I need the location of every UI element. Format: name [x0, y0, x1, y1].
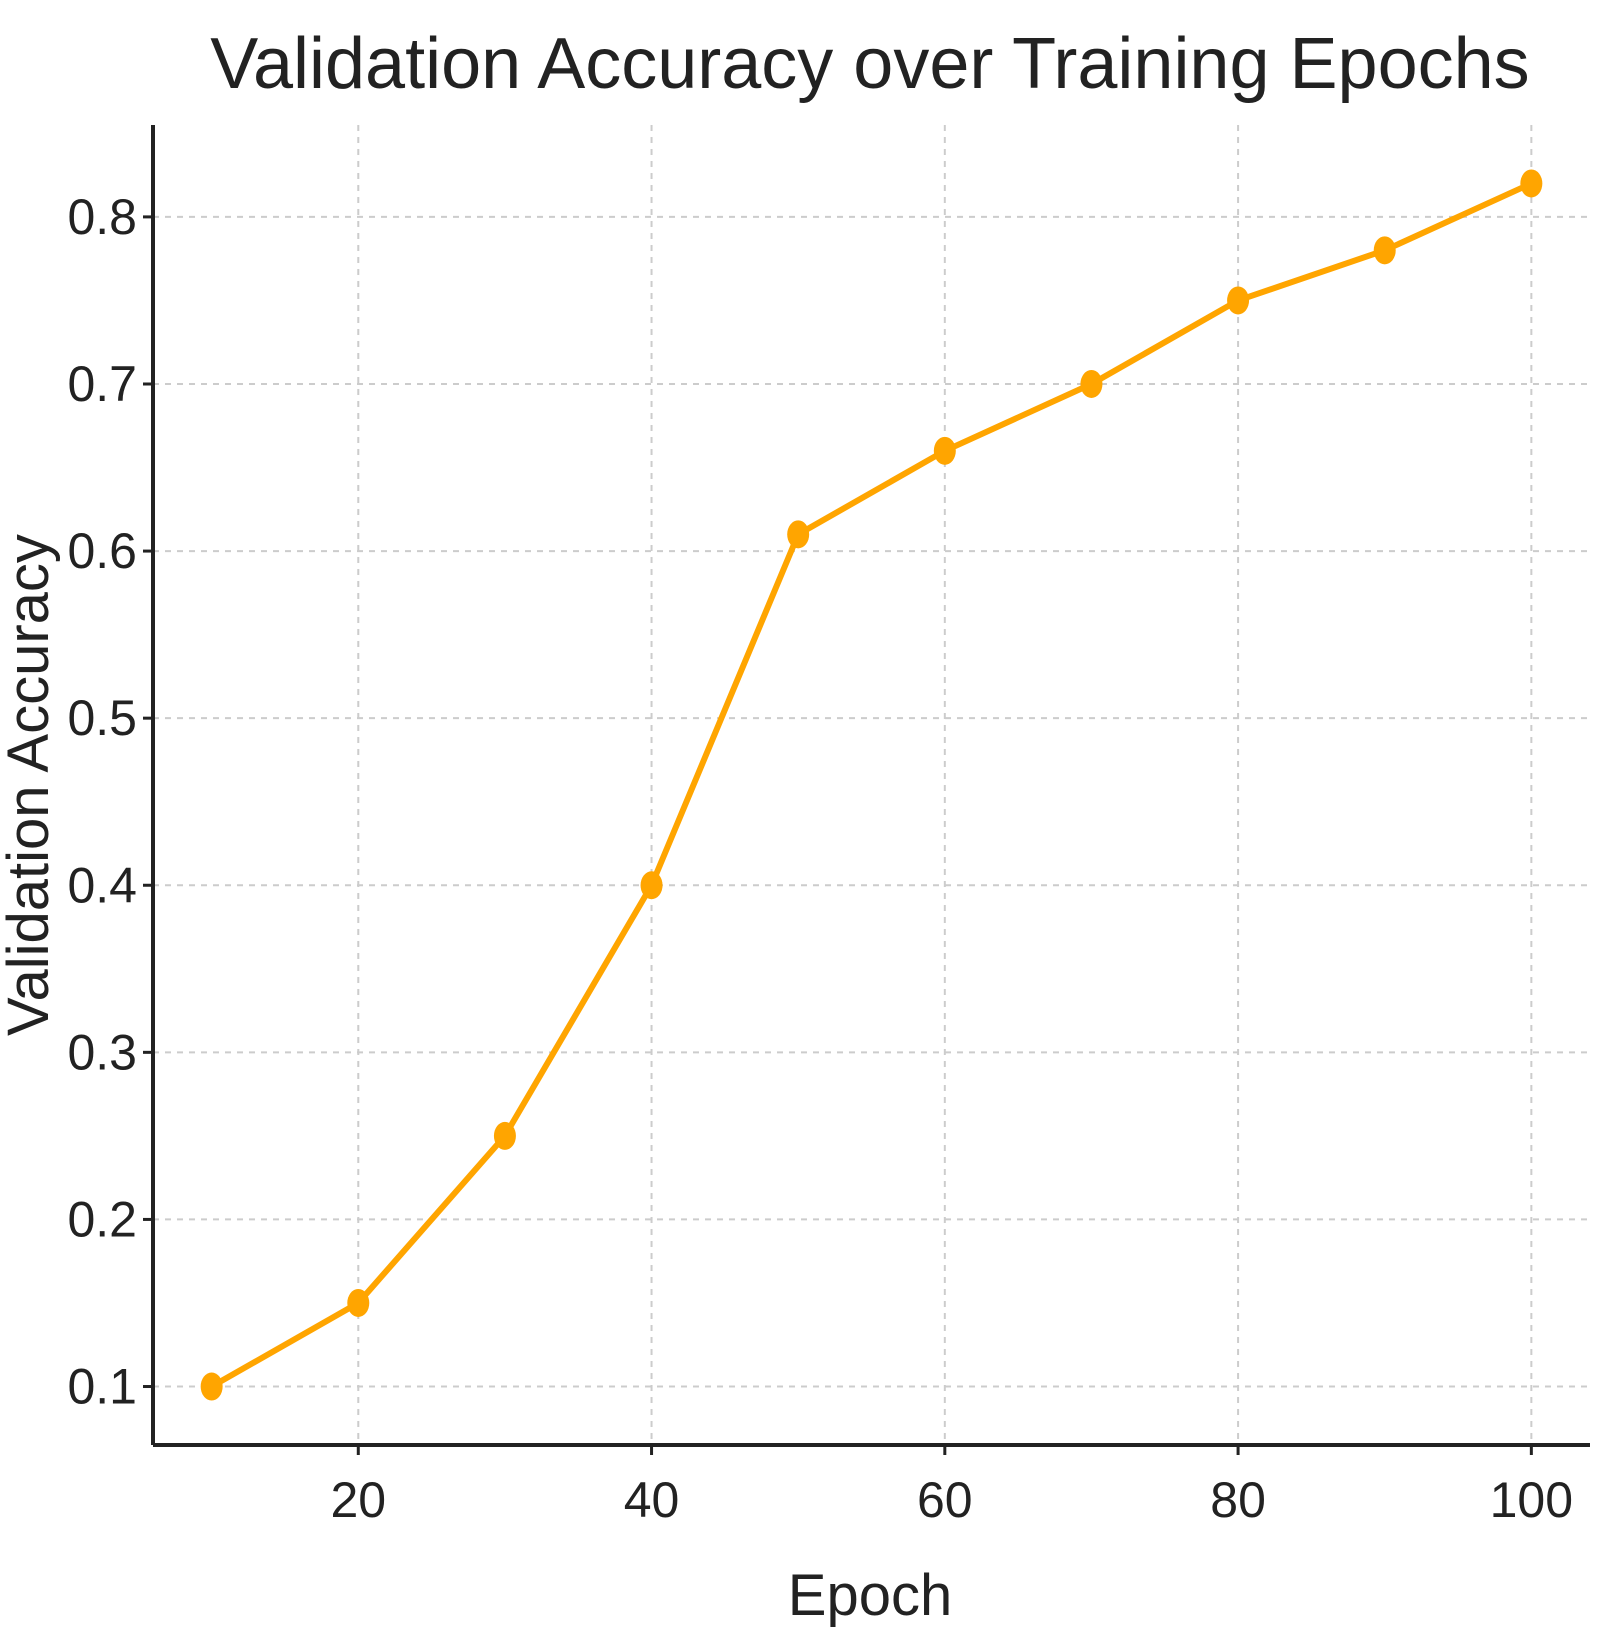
- data-point: [493, 1121, 516, 1150]
- data-point: [1373, 236, 1396, 265]
- data-point: [1520, 169, 1543, 198]
- y-tick-label: 0.5: [67, 690, 137, 746]
- y-tick-label: 0.8: [67, 189, 137, 245]
- y-tick-label: 0.6: [67, 523, 137, 579]
- data-point: [347, 1288, 370, 1317]
- ticks-layer: 20 40 60 80 100 0.1 0.2 0.3 0.4 0.5 0.6 0.7 0.8: [67, 189, 1573, 1528]
- data-point: [640, 871, 663, 900]
- grid-layer: [153, 125, 1590, 1445]
- data-point: [1080, 369, 1103, 398]
- x-tick-label: 80: [1210, 1472, 1266, 1528]
- x-tick-label: 40: [624, 1472, 680, 1528]
- y-tick-label: 0.7: [67, 356, 137, 412]
- data-point: [933, 436, 956, 465]
- x-tick-label: 20: [330, 1472, 386, 1528]
- y-axis-label: Validation Accuracy: [0, 534, 61, 1036]
- axes-layer: [151, 125, 1590, 1447]
- series-layer: [200, 169, 1543, 1401]
- x-tick-label: 100: [1490, 1472, 1573, 1528]
- y-tick-label: 0.4: [67, 857, 137, 913]
- y-tick-label: 0.1: [67, 1359, 137, 1415]
- data-point: [200, 1372, 223, 1401]
- data-point: [1227, 286, 1250, 315]
- chart-title: Validation Accuracy over Training Epochs: [210, 24, 1529, 104]
- series-line: [208, 180, 1535, 1390]
- y-tick-label: 0.2: [67, 1191, 137, 1247]
- data-point: [787, 520, 810, 549]
- y-tick-label: 0.3: [67, 1024, 137, 1080]
- x-tick-label: 60: [917, 1472, 973, 1528]
- x-axis-label: Epoch: [788, 1563, 952, 1628]
